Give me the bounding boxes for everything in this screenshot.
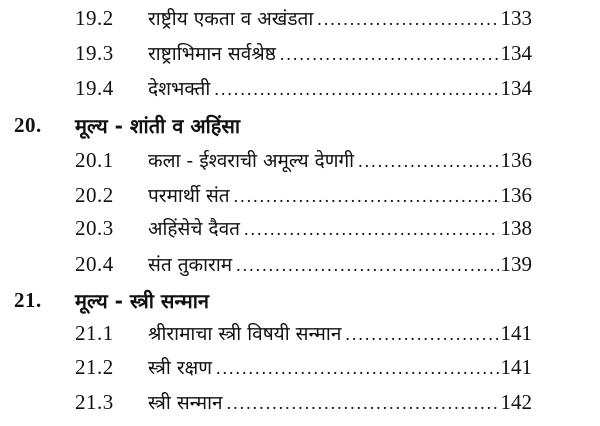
- toc-entry: 21.1 श्रीरामाचा स्त्री विषयी सन्मान 141: [0, 316, 600, 350]
- page-number: 134: [500, 76, 533, 100]
- page-number: 142: [500, 390, 533, 414]
- entry-line: परमार्थी संत 136: [148, 182, 532, 208]
- page-number: 141: [500, 355, 533, 379]
- page-number: 141: [500, 321, 533, 345]
- section-title: कला - ईश्वराची अमूल्य देणगी: [148, 150, 355, 172]
- section-title: संत तुकाराम: [148, 254, 233, 276]
- dot-leader: [234, 186, 499, 207]
- toc-chapter-heading: 21. मूल्य - स्त्री सन्मान: [0, 283, 600, 317]
- dot-leader: [345, 324, 498, 345]
- chapter-number: 21.: [14, 287, 42, 312]
- section-number: 19.2: [75, 5, 114, 30]
- section-title: स्त्री रक्षण: [148, 357, 212, 379]
- dot-leader: [227, 393, 499, 414]
- toc-entry: 21.3 स्त्री सन्मान 142: [0, 385, 600, 419]
- entry-line: राष्ट्रीय एकता व अखंडता 133: [148, 5, 532, 31]
- page-number: 139: [500, 252, 533, 276]
- section-number: 20.1: [75, 147, 114, 172]
- toc-entry: 19.2 राष्ट्रीय एकता व अखंडता 133: [0, 1, 600, 35]
- entry-line: राष्ट्राभिमान सर्वश्रेष्ठ 134: [148, 40, 532, 66]
- section-title: परमार्थी संत: [148, 185, 230, 207]
- entry-line: देशभक्ती 134: [148, 75, 532, 101]
- dot-leader: [244, 219, 499, 240]
- toc-chapter-heading: 20. मूल्य - शांती व अहिंसा: [0, 108, 600, 142]
- page-number: 136: [500, 148, 533, 172]
- entry-line: अहिंसेचे दैवत 138: [148, 215, 532, 241]
- entry-line: स्त्री रक्षण 141: [148, 354, 532, 380]
- dot-leader: [236, 255, 498, 276]
- page-number: 134: [500, 41, 533, 65]
- page-number: 136: [500, 183, 533, 207]
- section-number: 21.3: [75, 389, 114, 414]
- section-number: 21.2: [75, 354, 114, 379]
- section-title: अहिंसेचे दैवत: [148, 218, 240, 240]
- toc-entry: 21.2 स्त्री रक्षण 141: [0, 350, 600, 384]
- dot-leader: [280, 44, 499, 65]
- section-number: 20.3: [75, 215, 114, 240]
- section-title: राष्ट्राभिमान सर्वश्रेष्ठ: [148, 43, 276, 65]
- dot-leader: [358, 151, 498, 172]
- toc-entry: 20.4 संत तुकाराम 139: [0, 247, 600, 281]
- chapter-number: 20.: [14, 112, 42, 137]
- section-title: देशभक्ती: [148, 78, 211, 100]
- page-number: 138: [500, 216, 533, 240]
- section-number: 20.2: [75, 182, 114, 207]
- section-title: राष्ट्रीय एकता व अखंडता: [148, 8, 314, 30]
- toc-entry: 20.2 परमार्थी संत 136: [0, 178, 600, 212]
- toc-entry: 20.1 कला - ईश्वराची अमूल्य देणगी 136: [0, 143, 600, 177]
- toc-entry: 20.3 अहिंसेचे दैवत 138: [0, 211, 600, 245]
- entry-line: श्रीरामाचा स्त्री विषयी सन्मान 141: [148, 320, 532, 346]
- section-title: श्रीरामाचा स्त्री विषयी सन्मान: [148, 323, 342, 345]
- section-number: 21.1: [75, 320, 114, 345]
- dot-leader: [317, 9, 498, 30]
- page-number: 133: [500, 6, 533, 30]
- section-number: 20.4: [75, 251, 114, 276]
- toc-entry: 19.3 राष्ट्राभिमान सर्वश्रेष्ठ 134: [0, 36, 600, 70]
- section-number: 19.3: [75, 40, 114, 65]
- chapter-title: मूल्य - शांती व अहिंसा: [75, 113, 241, 138]
- entry-line: संत तुकाराम 139: [148, 251, 532, 277]
- dot-leader: [216, 358, 499, 379]
- toc-entry: 19.4 देशभक्ती 134: [0, 71, 600, 105]
- dot-leader: [214, 79, 498, 100]
- section-title: स्त्री सन्मान: [148, 392, 223, 414]
- chapter-title: मूल्य - स्त्री सन्मान: [75, 288, 210, 313]
- entry-line: कला - ईश्वराची अमूल्य देणगी 136: [148, 147, 532, 173]
- section-number: 19.4: [75, 75, 114, 100]
- entry-line: स्त्री सन्मान 142: [148, 389, 532, 415]
